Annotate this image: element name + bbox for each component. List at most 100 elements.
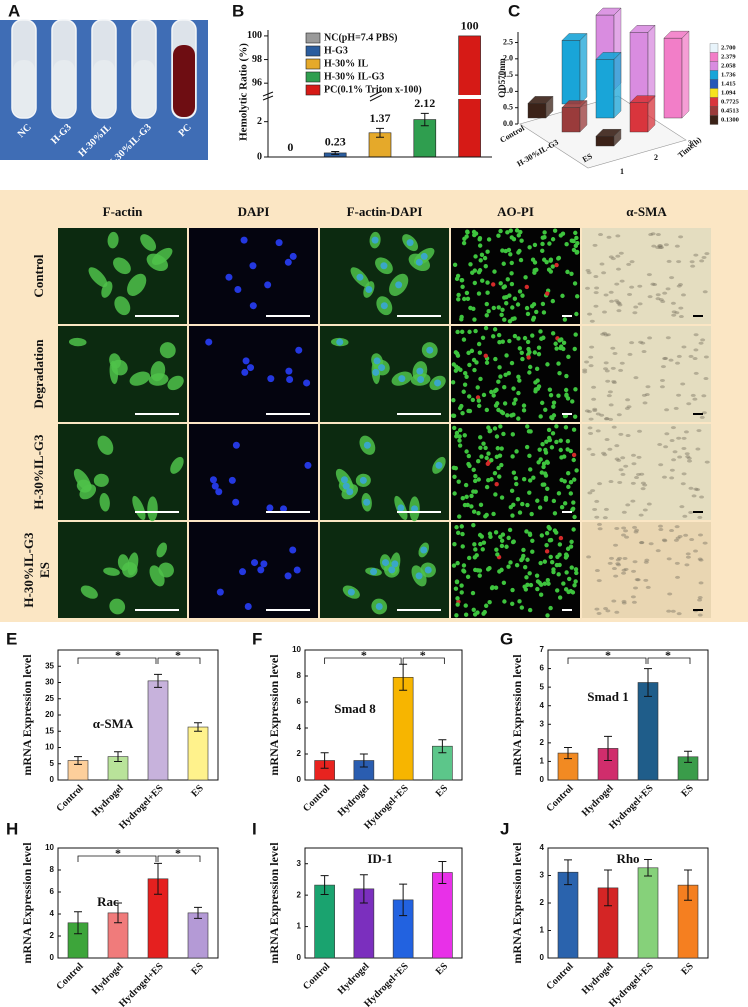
stained-cell xyxy=(538,592,544,597)
significance-star: * xyxy=(175,846,181,860)
stained-cell xyxy=(548,257,554,262)
cell-outline xyxy=(652,283,658,287)
nucleus xyxy=(289,252,297,260)
stained-cell xyxy=(517,289,523,294)
stained-cell xyxy=(467,329,472,335)
stained-cell xyxy=(450,380,456,385)
stained-cell xyxy=(541,335,546,340)
stained-cell xyxy=(492,327,498,332)
x-tick-label: 3 xyxy=(688,139,692,148)
cell-outline xyxy=(681,446,687,450)
cell-outline xyxy=(697,533,703,537)
stained-cell xyxy=(552,511,558,516)
stained-cell xyxy=(480,547,485,552)
stained-cell xyxy=(522,335,528,341)
cell-outline xyxy=(691,494,697,498)
cell-outline xyxy=(590,489,596,493)
stained-cell xyxy=(507,319,513,324)
cell-outline xyxy=(635,578,641,582)
stained-cell xyxy=(465,574,471,579)
cell-outline xyxy=(655,245,661,249)
stained-cell xyxy=(463,612,469,617)
cell xyxy=(127,552,139,576)
stained-cell xyxy=(512,296,518,301)
stained-cell xyxy=(502,401,508,406)
cell-outline xyxy=(658,528,664,532)
cell-outline xyxy=(704,252,710,256)
cell-outline xyxy=(596,522,602,526)
cell-outline xyxy=(588,417,594,421)
cell-outline xyxy=(605,379,611,383)
cell xyxy=(117,554,130,571)
row-label: Degradation xyxy=(31,339,46,409)
cell-outline xyxy=(630,595,636,599)
stained-cell xyxy=(539,470,545,475)
stained-cell xyxy=(530,257,536,262)
stained-cell xyxy=(516,374,521,380)
cell-outline xyxy=(593,275,599,279)
stained-cell xyxy=(508,228,514,233)
cell-outline xyxy=(615,562,621,566)
cell-outline xyxy=(587,312,593,316)
cell xyxy=(111,359,128,376)
stained-cell xyxy=(517,346,523,351)
nucleus xyxy=(336,338,344,346)
cell-outline xyxy=(698,558,704,562)
stained-cell xyxy=(499,446,504,451)
nucleus xyxy=(356,273,364,281)
stained-cell xyxy=(493,530,499,535)
stained-cell xyxy=(548,392,554,398)
cell-outline xyxy=(597,527,603,531)
y-tick-label: 2 xyxy=(297,890,302,899)
stained-cell xyxy=(527,571,532,576)
panel-label: C xyxy=(508,1,520,20)
stained-cell xyxy=(457,427,463,433)
y-tick-label: 0 xyxy=(50,775,55,784)
stained-cell xyxy=(455,596,460,601)
y-tick-label: 2 xyxy=(297,749,302,758)
cell-outline xyxy=(696,429,702,433)
stained-cell xyxy=(500,339,505,344)
stained-cell xyxy=(571,427,577,432)
stained-cell xyxy=(499,567,504,573)
stained-cell xyxy=(462,296,467,302)
stained-cell xyxy=(525,311,531,317)
stained-cell xyxy=(528,429,533,434)
stained-cell xyxy=(510,432,516,437)
stained-cell xyxy=(537,505,543,510)
stained-cell xyxy=(487,428,492,434)
stained-cell xyxy=(467,463,472,469)
stained-cell xyxy=(496,465,501,471)
stained-cell xyxy=(475,395,481,400)
stained-cell xyxy=(572,414,578,419)
y-tick-label: 35 xyxy=(45,661,54,670)
cell-outline xyxy=(688,510,694,514)
stained-cell xyxy=(499,495,505,500)
cell-outline xyxy=(681,436,687,440)
stained-cell xyxy=(553,341,558,346)
stained-cell xyxy=(457,443,463,448)
error-bar xyxy=(320,875,329,896)
panel-label: J xyxy=(500,819,509,838)
row-label: ES xyxy=(37,562,52,578)
cell-outline xyxy=(647,295,653,299)
bar-side xyxy=(613,51,622,119)
cell-outline xyxy=(676,284,682,288)
stained-cell xyxy=(571,500,576,505)
colorbar-label: 0.1300 xyxy=(721,116,739,123)
cell-outline xyxy=(610,346,616,350)
bar-front xyxy=(629,102,649,133)
y-tick-label: 10 xyxy=(45,843,54,852)
cell-outline xyxy=(617,480,623,484)
stained-cell xyxy=(458,367,463,373)
stained-cell xyxy=(571,527,576,532)
bar xyxy=(187,726,209,781)
chart-label: α-SMA xyxy=(93,716,134,731)
cell-outline xyxy=(629,341,635,345)
cell-outline xyxy=(602,516,608,520)
stained-cell xyxy=(546,581,551,586)
stained-cell xyxy=(562,317,568,322)
colorbar-label: 1.736 xyxy=(721,71,736,78)
error-bar xyxy=(154,673,162,688)
cell-outline xyxy=(642,508,648,512)
